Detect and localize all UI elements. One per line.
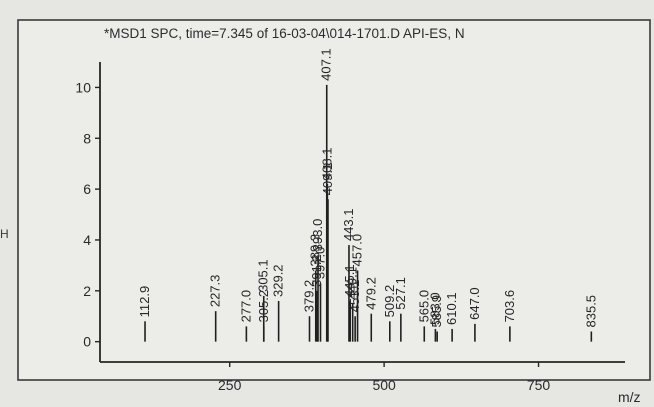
peak-label: 409.1 [320,163,335,196]
y-tick-label: 10 [75,79,91,95]
peak-label: 565.0 [416,290,431,323]
y-tick-label: 2 [83,283,91,299]
peak-label: 393.0 [310,219,325,252]
peak-label: 112.9 [137,286,152,318]
peak-label: 408.1 [319,147,334,180]
peak-label: 379.2 [302,280,317,313]
peak-label: 703.6 [502,290,517,323]
peak-label: 443.1 [341,209,356,242]
peak-label: 453.1 [347,280,362,313]
peak-label: 479.2 [363,277,378,310]
y-tick-label: 4 [83,232,91,248]
chart-title: *MSD1 SPC, time=7.345 of 16-03-04\014-17… [104,26,465,41]
peak-label: 397.0 [313,247,328,280]
peak-label: 227.3 [208,275,223,308]
y-tick-label: 8 [83,130,91,146]
x-tick-label: 750 [527,377,551,393]
left-edge-text: H [0,227,9,241]
peak-label: 329.2 [271,264,286,297]
peak-label: 407.1 [319,48,334,81]
peak-label: 305.1 [256,259,271,292]
peak-label: 610.1 [444,292,459,325]
peak-bars [144,84,593,342]
peak-label: 835.5 [583,295,598,328]
peak-label: 445.1 [342,264,357,297]
peak-label: 389.3 [308,234,323,267]
x-axis-label: m/z [618,389,641,405]
peak-label: 449.1 [345,267,360,300]
x-tick-label: 500 [372,377,396,393]
x-tick-label: 250 [218,377,242,393]
peak-label: 509.2 [382,285,397,318]
peak-label: 527.1 [393,277,408,310]
peak-label: 305.2 [256,290,271,323]
plot-frame [17,19,651,381]
peak-label: 391.2 [309,254,324,287]
y-ticks: 0 2 4 6 8 10 [75,79,100,350]
peak-label: 277.0 [238,290,253,323]
y-tick-label: 0 [83,334,91,350]
x-ticks: 250 500 750 [218,362,550,393]
y-tick-label: 6 [83,181,91,197]
peak-label: 585.9 [429,295,444,328]
peak-label: 647.0 [467,287,482,320]
peak-label: 583.0 [427,292,442,325]
peak-label: 457.0 [350,234,365,267]
